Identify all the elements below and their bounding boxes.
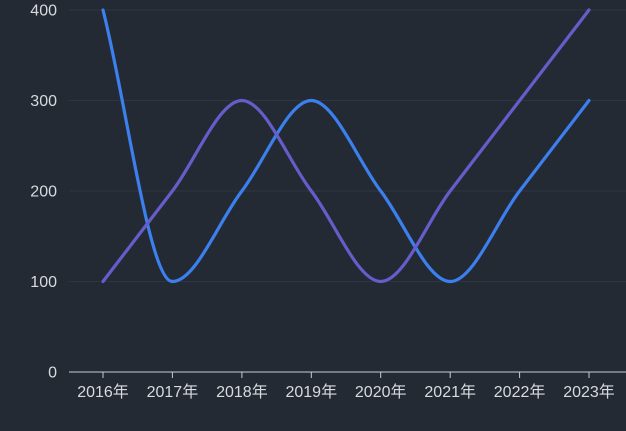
x-axis-label: 2016年: [77, 383, 129, 401]
x-axis-label: 2023年: [563, 383, 615, 401]
series-line-series-2[interactable]: [101, 8, 591, 284]
y-axis-label: 400: [30, 3, 57, 20]
x-axis-label: 2019年: [285, 383, 337, 401]
y-axis-label: 200: [30, 184, 57, 201]
x-axis-label: 2017年: [147, 383, 199, 401]
x-axis-label: 2021年: [424, 383, 476, 401]
x-axis-label: 2020年: [355, 383, 407, 401]
series-line-series-1[interactable]: [101, 8, 591, 284]
y-axis-label: 300: [30, 93, 57, 110]
x-axis-label: 2018年: [216, 383, 268, 401]
y-axis-label: 0: [48, 365, 57, 382]
y-axis-label: 100: [30, 274, 57, 291]
x-axis-label: 2022年: [494, 383, 546, 401]
